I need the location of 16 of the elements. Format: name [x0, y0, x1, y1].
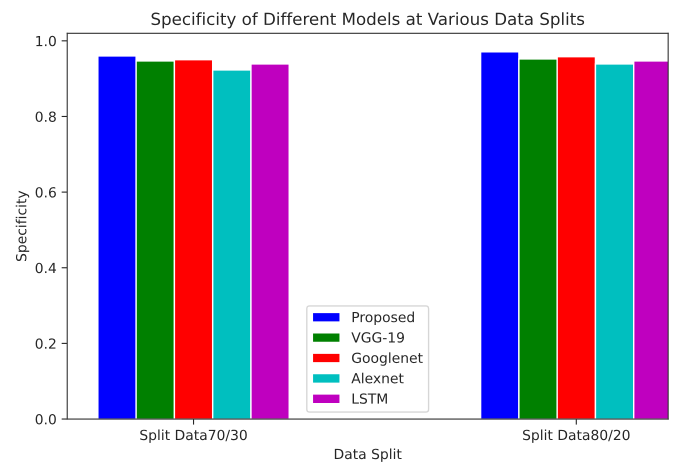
chart-title: Specificity of Different Models at Various Data Splits [152, 12, 584, 28]
legend-label: VGG-19 [351, 332, 404, 343]
y-tick-label: 0.4 [36, 262, 56, 274]
y-tick-label: 0.6 [36, 187, 56, 198]
y-tick-label: 0.0 [36, 414, 56, 425]
x-tick-label: Split Data80/20 [523, 429, 630, 443]
y-axis-title: Specificity [16, 190, 30, 262]
legend-label: Proposed [352, 312, 414, 325]
y-tick-label: 0.2 [36, 338, 56, 349]
y-tick-label: 0.8 [36, 111, 56, 122]
y-tick-label: 1.0 [36, 36, 56, 46]
x-axis-title: Data Split [334, 448, 402, 462]
legend-label: Googlenet [352, 352, 423, 366]
legend-label: Alexnet [351, 372, 404, 384]
x-tick-label: Split Data70/30 [140, 429, 247, 443]
legend-label: LSTM [352, 393, 387, 404]
